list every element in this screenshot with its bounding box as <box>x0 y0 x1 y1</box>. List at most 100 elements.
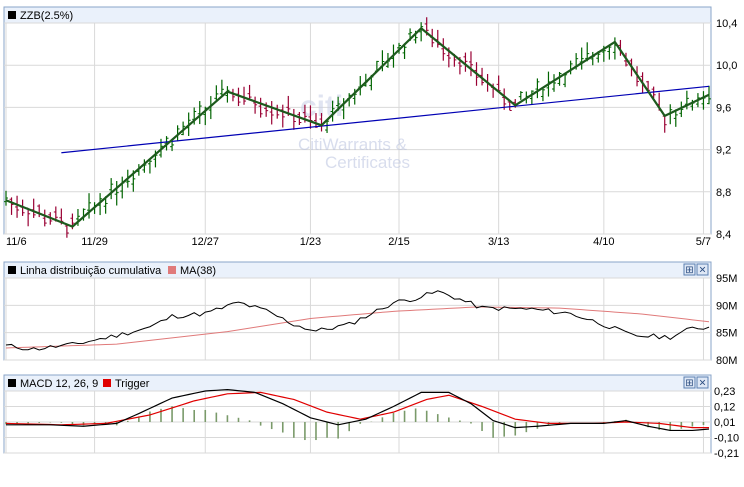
macd-y-tick-label: -0,21 <box>714 448 739 460</box>
price-bar <box>529 90 534 105</box>
macd-legend-swatch <box>8 379 16 387</box>
price-grid <box>4 22 711 235</box>
price-bar <box>585 42 590 62</box>
price-bar <box>540 88 545 102</box>
expand-icon: ⊞ <box>685 265 693 276</box>
distribution-line <box>5 290 710 351</box>
price-bar <box>114 181 119 206</box>
price-x-tick-label: 11/6 <box>6 236 27 248</box>
macd-y-tick-label: -0,10 <box>714 433 739 445</box>
price-y-tick-label: 9,6 <box>716 102 731 114</box>
price-x-tick-label: 5/7 <box>696 236 711 248</box>
price-bar <box>42 209 47 227</box>
price-bar <box>253 96 258 114</box>
watermark-text: CitiWarrants & <box>298 135 408 154</box>
price-bar <box>463 52 468 72</box>
price-bar <box>225 86 230 103</box>
price-bar <box>214 85 219 102</box>
distribution-y-axis: 80M 85M 90M 95M <box>716 273 737 367</box>
macd-y-tick-label: 0,12 <box>714 402 735 414</box>
distribution-y-tick-label: 95M <box>716 273 737 285</box>
price-bar <box>402 43 407 59</box>
price-bar <box>419 22 424 42</box>
macd-close-button[interactable]: × <box>696 376 709 390</box>
distribution-y-tick-label: 90M <box>716 300 737 312</box>
distribution-plot-area <box>3 277 712 361</box>
price-bar <box>518 91 523 100</box>
price-bar <box>170 140 175 152</box>
price-x-tick-label: 11/29 <box>81 236 108 248</box>
price-bar <box>535 78 540 99</box>
price-bar <box>15 195 20 218</box>
price-bar <box>502 88 507 110</box>
price-x-axis: 11/6 11/29 12/27 1/23 2/15 3/13 4/10 5/7 <box>6 236 711 248</box>
close-icon: × <box>699 263 706 277</box>
price-x-tick-label: 12/27 <box>192 236 220 248</box>
zigzag-line <box>5 27 710 228</box>
macd-y-axis: 0,23 0,12 0,01 -0,10 -0,21 <box>714 386 739 460</box>
price-plot-area <box>3 22 712 235</box>
price-bar <box>552 74 557 92</box>
trigger-legend-label: Trigger <box>115 378 150 390</box>
watermark-text-2: Certificates <box>325 153 410 172</box>
distribution-legend-swatch <box>8 266 16 274</box>
price-overlays <box>5 27 710 228</box>
price-bar <box>557 71 562 86</box>
price-x-tick-label: 4/10 <box>593 236 614 248</box>
price-bar <box>673 109 678 127</box>
price-bar <box>579 47 584 70</box>
price-x-tick-label: 1/23 <box>300 236 321 248</box>
price-bar <box>109 178 114 200</box>
price-panel-header <box>3 6 712 24</box>
watermark: citi CitiWarrants & Certificates <box>298 90 410 172</box>
price-y-tick-label: 10,0 <box>716 60 737 72</box>
price-bar <box>9 197 14 215</box>
macd-expand-button[interactable]: ⊞ <box>683 376 696 389</box>
price-bar <box>103 196 108 214</box>
price-bar <box>258 97 263 118</box>
price-legend-label: ZZB(2.5%) <box>20 10 73 22</box>
expand-icon: ⊞ <box>685 378 693 389</box>
price-panel: ZZB(2.5%) citi CitiWarrants & Certificat… <box>3 6 737 248</box>
price-y-axis: 8,4 8,8 9,2 9,6 10,0 10,4 <box>716 18 737 241</box>
macd-y-tick-label: 0,01 <box>714 417 735 429</box>
price-x-tick-label: 2/15 <box>388 236 409 248</box>
ma-legend-swatch <box>168 266 176 274</box>
price-legend-swatch <box>8 11 16 19</box>
macd-legend-label: MACD 12, 26, 9 <box>20 378 98 390</box>
price-y-tick-label: 8,8 <box>716 187 731 199</box>
price-y-tick-label: 8,4 <box>716 229 731 241</box>
distribution-y-tick-label: 80M <box>716 355 737 367</box>
price-bar <box>197 101 202 125</box>
price-bar <box>325 119 330 133</box>
distribution-y-tick-label: 85M <box>716 328 737 340</box>
price-bar <box>87 193 92 219</box>
price-bar <box>147 159 152 174</box>
macd-line <box>6 388 710 432</box>
price-bar <box>441 38 446 61</box>
price-y-tick-label: 9,2 <box>716 145 731 157</box>
price-bar <box>679 101 684 118</box>
macd-panel: MACD 12, 26, 9 Trigger ⊞ × 0,23 0,12 0,01 -… <box>3 374 739 460</box>
price-y-tick-label: 10,4 <box>716 18 737 30</box>
macd-histogram <box>5 406 705 441</box>
distribution-panel: Linha distribuição cumulativa MA(38) ⊞ ×… <box>3 261 737 367</box>
price-bar <box>219 79 224 96</box>
distribution-close-button[interactable]: × <box>696 263 709 277</box>
price-bar <box>607 44 612 60</box>
distribution-lines <box>5 290 710 351</box>
price-bar <box>269 101 274 125</box>
ma-line <box>5 306 710 349</box>
distribution-legend-label: Linha distribuição cumulativa <box>20 265 162 277</box>
price-bar <box>181 121 186 136</box>
trigger-legend-swatch <box>103 379 111 387</box>
price-bar <box>563 72 568 88</box>
price-bar <box>4 190 8 206</box>
price-bar <box>468 51 473 77</box>
price-bar <box>247 84 252 100</box>
distribution-expand-button[interactable]: ⊞ <box>683 263 696 276</box>
price-x-tick-label: 3/13 <box>488 236 509 248</box>
price-bar <box>64 224 69 238</box>
